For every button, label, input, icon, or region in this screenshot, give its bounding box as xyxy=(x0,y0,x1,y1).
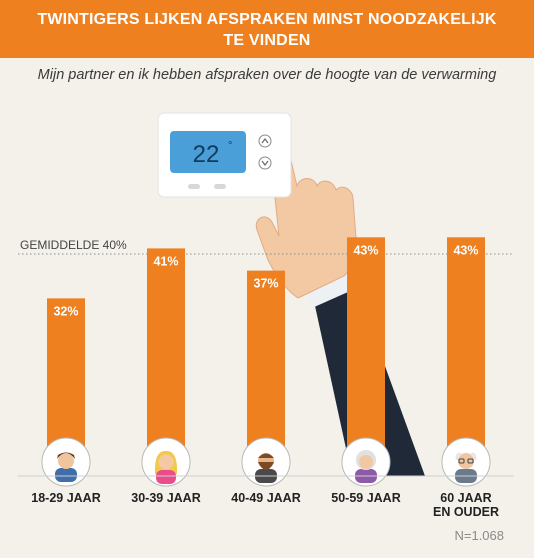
category-label: 40-49 JAAR xyxy=(231,491,300,505)
category-label: 60 JAAR EN OUDER xyxy=(433,491,499,519)
bar xyxy=(447,237,485,476)
thermostat-temperature: 22 xyxy=(193,141,220,168)
bearded-man-icon xyxy=(241,437,291,487)
thermostat-down-button xyxy=(258,156,272,170)
young-man-icon xyxy=(41,437,91,487)
category-label: 50-59 JAAR xyxy=(331,491,400,505)
thermostat-display xyxy=(170,131,246,173)
grey-haired-woman-icon xyxy=(341,437,391,487)
bar-value-label: 43% xyxy=(453,243,478,257)
bar-value-label: 32% xyxy=(53,304,78,318)
bars-group: 32% 18-29 JAAR 41% 30-39 JAAR 37% 40-49 JAAR 4… xyxy=(31,237,499,519)
thermostat-up-button xyxy=(258,134,272,148)
category-label: 30-39 JAAR xyxy=(131,491,200,505)
thermostat-slot-left xyxy=(188,184,200,189)
sample-size-note: N=1.068 xyxy=(454,528,504,543)
page-title: TWINTIGERS LIJKEN AFSPRAKEN MINST NOODZA… xyxy=(20,9,514,51)
category-label: 18-29 JAAR xyxy=(31,491,100,505)
average-label: GEMIDDELDE 40% xyxy=(20,238,127,252)
chevron-down-icon xyxy=(261,160,269,166)
thermostat-slot-right xyxy=(214,184,226,189)
thermostat-illustration: 22 ° xyxy=(157,112,292,198)
chart-subtitle: Mijn partner en ik hebben afspraken over… xyxy=(37,67,497,83)
bar-value-label: 37% xyxy=(253,277,278,291)
elderly-man-icon xyxy=(441,437,491,487)
chevron-up-icon xyxy=(261,138,269,144)
bar-value-label: 43% xyxy=(353,243,378,257)
title-line-2: TE VINDEN xyxy=(223,32,311,49)
bar-value-label: 41% xyxy=(153,254,178,268)
bar xyxy=(347,237,385,476)
title-line-1: TWINTIGERS LIJKEN AFSPRAKEN MINST NOODZA… xyxy=(37,11,497,28)
title-banner: TWINTIGERS LIJKEN AFSPRAKEN MINST NOODZA… xyxy=(0,0,534,58)
thermostat-degree: ° xyxy=(228,140,232,152)
young-woman-icon xyxy=(141,437,191,487)
